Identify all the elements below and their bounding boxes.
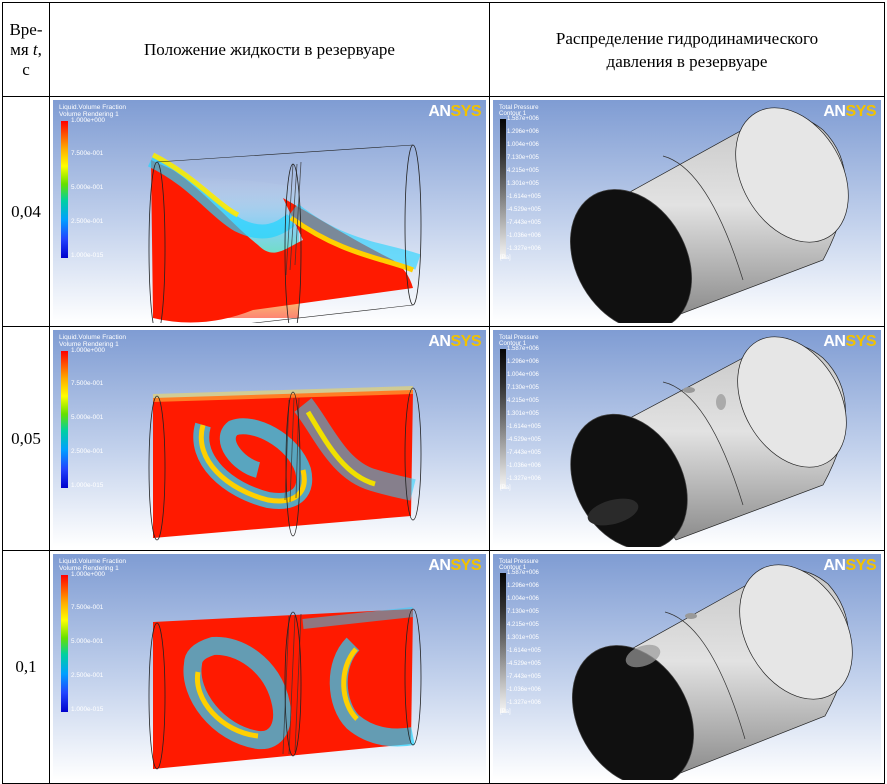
pressure-image-cell: Total Pressure Contour 1 1.587e+006 1.296…	[489, 550, 885, 784]
pressure-legend-label: -4.529e+005	[507, 437, 541, 443]
liquid-legend-label: 1.000e-015	[71, 706, 104, 713]
pressure-legend-label: -4.529e+005	[507, 207, 541, 213]
pressure-legend-label: 7.130e+005	[507, 609, 539, 615]
liquid-legend-label: 2.500e-001	[71, 448, 104, 455]
pressure-legend-label: 1.587e+006	[507, 570, 539, 576]
time-header-var: t	[32, 39, 38, 59]
liquid-legend-label: 1.000e+000	[71, 571, 105, 578]
pressure-distribution-header: Распределение гидродинамического давлени…	[489, 2, 885, 97]
pressure-legend-label: -1.036e+006	[507, 687, 541, 693]
pressure-legend-label: 1.301e+005	[507, 411, 539, 417]
pressure-unit-label: [Pa]	[500, 255, 511, 261]
time-header-line2: мя	[10, 39, 29, 59]
liquid-image-cell: Liquid.Volume Fraction Volume Rendering 1…	[49, 326, 490, 551]
time-cell: 0,04	[2, 96, 50, 327]
liquid-legend-label: 5.000e-001	[71, 414, 104, 421]
pressure-legend-title: Total Pressure Contour 1	[499, 104, 539, 118]
time-cell: 0,05	[2, 326, 50, 551]
pressure-legend-label: -4.529e+005	[507, 661, 541, 667]
pressure-legend-title: Total Pressure Contour 1	[499, 334, 539, 348]
ansys-logo: ANSYS	[823, 103, 876, 120]
pressure-legend-label: -1.614e+005	[507, 194, 541, 200]
pressure-legend-label: 4.215e+005	[507, 168, 539, 174]
liquid-legend-label: 5.000e-001	[71, 184, 104, 191]
liquid-legend-label: 5.000e-001	[71, 638, 104, 645]
pressure-legend-label: 1.301e+005	[507, 635, 539, 641]
pressure-image-cell: Total Pressure Contour 1 1.587e+006 1.296…	[489, 96, 885, 327]
time-cell: 0,1	[2, 550, 50, 784]
liquid-legend-label: 1.000e+000	[71, 347, 105, 354]
pressure-legend-label: -7.443e+005	[507, 220, 541, 226]
ansys-logo: ANSYS	[823, 557, 876, 574]
liquid-legend-label: 2.500e-001	[71, 218, 104, 225]
pressure-contour-render: Total Pressure Contour 1 1.587e+006 1.296…	[493, 100, 881, 323]
liquid-colorbar	[61, 121, 68, 258]
table-row: 0,1 Liquid.Volume Fraction Vo	[2, 550, 885, 784]
pressure-legend-label: -1.327e+006	[507, 700, 541, 706]
pressure-legend-label: -1.614e+005	[507, 424, 541, 430]
pressure-legend-label: 7.130e+005	[507, 385, 539, 391]
liquid-position-header: Положение жидкости в резервуаре	[49, 2, 490, 97]
liquid-colorbar	[61, 351, 68, 488]
pressure-legend-label: 7.130e+005	[507, 155, 539, 161]
time-header-unit: с	[22, 59, 30, 79]
pressure-legend-label: 1.004e+006	[507, 596, 539, 602]
time-header-line1: Вре-	[9, 19, 43, 39]
liquid-legend-label: 7.500e-001	[71, 380, 104, 387]
pressure-legend-label: -1.036e+006	[507, 233, 541, 239]
liquid-legend-title: Liquid.Volume Fraction Volume Rendering 1	[59, 334, 127, 348]
pressure-legend-label: 1.004e+006	[507, 142, 539, 148]
ansys-logo: ANSYS	[428, 103, 481, 120]
pressure-legend-label: 1.587e+006	[507, 116, 539, 122]
pressure-contour-render: Total Pressure Contour 1 1.587e+006 1.296…	[493, 330, 881, 547]
liquid-image-cell: Liquid.Volume Fraction Volume Rendering 1…	[49, 550, 490, 784]
pressure-colorbar	[500, 573, 506, 713]
liquid-legend-label: 1.000e-015	[71, 252, 104, 259]
liquid-volume-render: Liquid.Volume Fraction Volume Rendering 1…	[53, 330, 486, 547]
pressure-header-line1: Распределение гидродинамического	[555, 28, 819, 48]
ansys-logo: ANSYS	[428, 557, 481, 574]
pressure-legend-label: 1.587e+006	[507, 346, 539, 352]
pressure-legend-label: 1.296e+006	[507, 129, 539, 135]
liquid-legend-label: 1.000e-015	[71, 482, 104, 489]
time-header: Вре- мя t, с	[2, 2, 50, 97]
liquid-legend-label: 2.500e-001	[71, 672, 104, 679]
table-row: 0,04	[2, 96, 885, 327]
pressure-colorbar	[500, 119, 506, 259]
pressure-header-line2: давления в резервуаре	[606, 51, 768, 71]
pressure-legend-label: -7.443e+005	[507, 674, 541, 680]
liquid-legend-title: Liquid.Volume Fraction Volume Rendering 1	[59, 104, 127, 118]
pressure-image-cell: Total Pressure Contour 1 1.587e+006 1.296…	[489, 326, 885, 551]
pressure-legend-label: -1.327e+006	[507, 476, 541, 482]
pressure-unit-label: [Pa]	[500, 485, 511, 491]
pressure-legend-label: 4.215e+005	[507, 622, 539, 628]
pressure-legend-title: Total Pressure Contour 1	[499, 558, 539, 572]
pressure-legend-label: -1.614e+005	[507, 648, 541, 654]
liquid-legend-label: 7.500e-001	[71, 150, 104, 157]
pressure-legend-label: -1.327e+006	[507, 246, 541, 252]
header-row: Вре- мя t, с Положение жидкости в резерв…	[2, 2, 885, 97]
time-header-comma: ,	[37, 39, 42, 59]
pressure-legend-label: 1.004e+006	[507, 372, 539, 378]
pressure-legend-label: -1.036e+006	[507, 463, 541, 469]
liquid-image-cell: Liquid.Volume Fraction Volume Rendering 1…	[49, 96, 490, 327]
liquid-volume-render: Liquid.Volume Fraction Volume Rendering 1…	[53, 554, 486, 780]
pressure-legend-label: 1.296e+006	[507, 359, 539, 365]
pressure-legend-label: -7.443e+005	[507, 450, 541, 456]
pressure-legend-label: 1.301e+005	[507, 181, 539, 187]
ansys-logo: ANSYS	[823, 333, 876, 350]
liquid-legend-label: 1.000e+000	[71, 117, 105, 124]
liquid-legend-title: Liquid.Volume Fraction Volume Rendering 1	[59, 558, 127, 572]
pressure-legend-label: 4.215e+005	[507, 398, 539, 404]
ansys-logo: ANSYS	[428, 333, 481, 350]
pressure-contour-render: Total Pressure Contour 1 1.587e+006 1.296…	[493, 554, 881, 780]
liquid-volume-render: Liquid.Volume Fraction Volume Rendering 1…	[53, 100, 486, 323]
liquid-legend-label: 7.500e-001	[71, 604, 104, 611]
liquid-colorbar	[61, 575, 68, 712]
pressure-unit-label: [Pa]	[500, 709, 511, 715]
pressure-colorbar	[500, 349, 506, 489]
pressure-legend-label: 1.296e+006	[507, 583, 539, 589]
table-row: 0,05 Liquid.Volume Fraction V	[2, 326, 885, 551]
